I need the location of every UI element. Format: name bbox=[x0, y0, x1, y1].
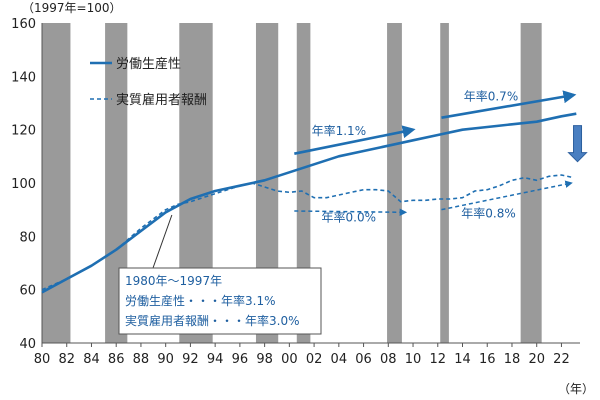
x-tick-label: 94 bbox=[207, 352, 224, 367]
x-tick-label: 04 bbox=[331, 352, 348, 367]
x-tick-label: 16 bbox=[479, 352, 496, 367]
legend-label-1: 実質雇用者報酬 bbox=[116, 92, 207, 108]
x-tick-label: 20 bbox=[528, 352, 545, 367]
x-tick-label: 18 bbox=[504, 352, 521, 367]
recession-band-7 bbox=[520, 23, 542, 343]
trend-arrows: 年率1.1% 年率0.7% 年率0.0% 年率0.8% bbox=[294, 88, 588, 225]
chart-axes: 40 60 80 100 120 140 160 80 82 84 86 88 90 92 94 96 98 00… bbox=[11, 17, 580, 367]
annotation-line-1: 労働生産性・・・年率3.1% bbox=[125, 293, 276, 308]
x-tick-label: 12 bbox=[429, 352, 446, 367]
x-unit-label: （年） bbox=[558, 382, 594, 396]
recession-band-5 bbox=[387, 23, 402, 343]
x-tick-label: 90 bbox=[157, 352, 174, 367]
y-tick-label: 100 bbox=[11, 177, 36, 192]
annotation-line-0: 1980年～1997年 bbox=[125, 274, 222, 288]
x-tick-label: 14 bbox=[454, 352, 471, 367]
chart-series bbox=[41, 112, 577, 294]
x-tick-label: 96 bbox=[232, 352, 249, 367]
trend-arrow-label-1: 年率0.7% bbox=[464, 88, 519, 103]
x-tick-label: 00 bbox=[281, 352, 298, 367]
x-tick-label: 22 bbox=[553, 352, 570, 367]
x-tick-label: 06 bbox=[355, 352, 372, 367]
trend-arrow-label-2: 年率0.0% bbox=[322, 210, 377, 225]
recession-band-3 bbox=[255, 23, 279, 343]
y-tick-label: 140 bbox=[11, 70, 36, 85]
recession-band-6 bbox=[440, 23, 449, 343]
x-tick-label: 92 bbox=[182, 352, 199, 367]
x-tick-label: 10 bbox=[405, 352, 422, 367]
recession-band-0 bbox=[42, 23, 71, 343]
x-tick-label: 84 bbox=[83, 352, 100, 367]
y-tick-label: 160 bbox=[11, 17, 36, 32]
trend-arrow-1 bbox=[441, 90, 577, 119]
series-line-0 bbox=[41, 112, 577, 294]
trend-arrow-2 bbox=[294, 208, 408, 217]
annotation-pointer bbox=[152, 214, 173, 269]
recession-band-1 bbox=[105, 23, 128, 343]
trend-arrow-label-0: 年率1.1% bbox=[312, 123, 367, 138]
y-tick-label: 60 bbox=[19, 284, 36, 299]
x-tick-label: 86 bbox=[108, 352, 125, 367]
x-tick-label: 80 bbox=[34, 352, 51, 367]
y-tick-label: 80 bbox=[19, 230, 36, 245]
down-arrow-icon bbox=[567, 125, 588, 163]
legend-label-0: 労働生産性 bbox=[116, 56, 181, 72]
y-tick-label: 40 bbox=[19, 337, 36, 352]
y-unit-label: （1997年=100） bbox=[22, 1, 122, 15]
recession-band-4 bbox=[296, 23, 311, 343]
annotation-line-2: 実質雇用者報酬・・・年率3.0% bbox=[125, 313, 300, 328]
x-tick-label: 02 bbox=[306, 352, 323, 367]
trend-arrow-3 bbox=[441, 180, 573, 211]
y-tick-label: 120 bbox=[11, 124, 36, 139]
series-line-1 bbox=[41, 174, 574, 291]
x-tick-label: 88 bbox=[133, 352, 150, 367]
trend-arrow-0 bbox=[294, 125, 416, 155]
x-tick-label: 82 bbox=[58, 352, 75, 367]
x-tick-label: 98 bbox=[256, 352, 273, 367]
trend-arrow-label-3: 年率0.8% bbox=[461, 206, 515, 221]
x-tick-label: 08 bbox=[380, 352, 397, 367]
annotation-box-frame bbox=[118, 267, 322, 335]
